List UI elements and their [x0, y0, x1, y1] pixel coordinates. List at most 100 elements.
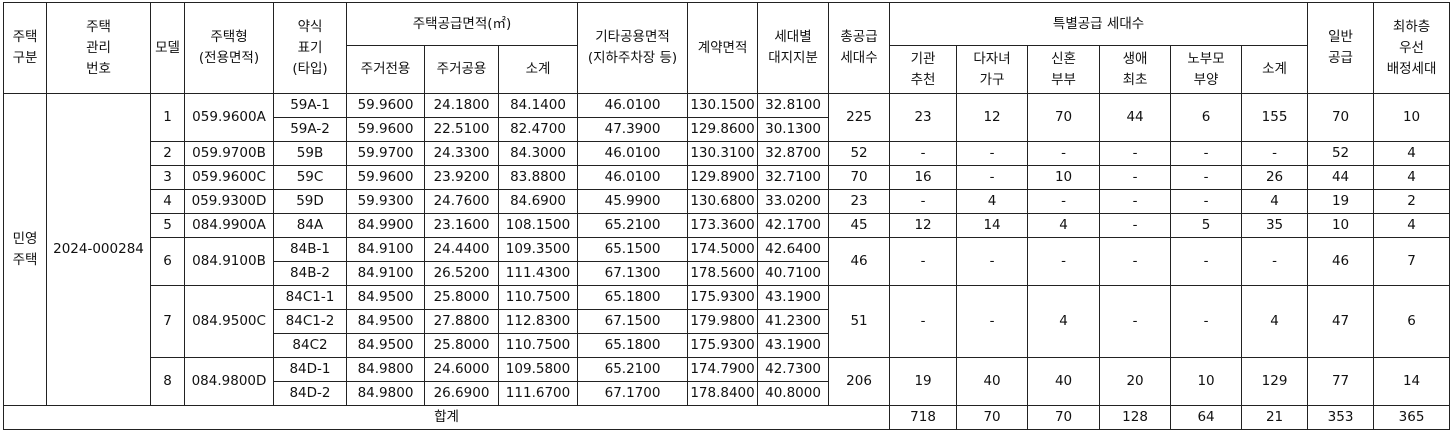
multichild-count-cell: -: [956, 285, 1029, 358]
other-common-area-cell: 47.3900: [577, 117, 689, 142]
first-time-count-cell: -: [1099, 237, 1172, 286]
totals-row: 합계7187070128642135336551: [2, 405, 1451, 430]
general-supply-cell: 77: [1307, 357, 1375, 406]
model-cell: 4: [150, 189, 185, 214]
common-area-cell: 24.3300: [424, 141, 499, 166]
exclusive-area-cell: 84.9500: [346, 333, 425, 358]
newlywed-count-cell: -: [1027, 141, 1101, 166]
abbr-cell: 84D-2: [273, 381, 347, 406]
special-subtotal-cell: -: [1241, 141, 1309, 166]
area-subtotal-cell: 112.8300: [497, 309, 579, 334]
total-total-units-cell: 718: [889, 405, 958, 430]
contract-area-cell: 178.5600: [687, 261, 759, 286]
first-time-count-cell: -: [1099, 141, 1172, 166]
exclusive-area-cell: 84.9500: [346, 285, 425, 310]
header-supply-area: 주택공급면적(㎡): [345, 2, 579, 46]
common-area-cell: 22.5100: [424, 117, 499, 142]
total-newlywed-count-cell: 128: [1099, 405, 1172, 430]
general-supply-cell: 19: [1307, 189, 1375, 214]
multichild-count-cell: 12: [956, 93, 1029, 142]
table-row: 민영 주택 2024-000284 1 059.9600A 59A-1 59.9600 24.…: [3, 93, 1451, 406]
other-common-area-cell: 46.0100: [577, 165, 689, 190]
special-subtotal-cell: 155: [1241, 93, 1309, 142]
lowest-floor-cell: 4: [1373, 141, 1451, 166]
land-share-cell: 32.8100: [757, 93, 830, 118]
common-area-cell: 24.1800: [424, 93, 499, 118]
first-time-count-cell: -: [1099, 189, 1172, 214]
housing-supply-table: 주택 구분 주택 관리 번호 모델 주택형 (전용면적) 약식 표기 (타입) 주택공급면적…: [2, 2, 1451, 430]
total-multichild-count-cell: 70: [1027, 405, 1101, 430]
lowest-floor-cell: 7: [1373, 237, 1451, 286]
table-row: 3 059.9600C 59C 59.9600 23.9200 83.8800 46.010…: [4, 165, 1451, 190]
other-common-area-cell: 46.0100: [577, 93, 689, 118]
institution-count-cell: 23: [889, 93, 958, 142]
total-units-cell: 51: [828, 285, 891, 358]
header-mgmt-no: 주택 관리 번호: [46, 2, 151, 94]
general-supply-cell: 10: [1307, 213, 1375, 238]
elderly-count-cell: -: [1170, 165, 1243, 190]
total-elderly-count-cell: 21: [1241, 405, 1309, 430]
total-special-subtotal-cell: 353: [1307, 405, 1375, 430]
model-cell: 5: [150, 213, 185, 238]
first-time-count-cell: -: [1099, 285, 1172, 358]
lowest-floor-cell: 2: [1373, 189, 1451, 214]
abbr-cell: 84B-2: [273, 261, 347, 286]
elderly-count-cell: -: [1170, 141, 1243, 166]
other-common-area-cell: 67.1300: [577, 261, 689, 286]
abbr-cell: 84B-1: [273, 237, 347, 262]
header-general-supply: 일반 공급: [1307, 2, 1375, 94]
abbr-cell: 59A-2: [273, 117, 347, 142]
header-area-subtotal: 소계: [497, 45, 579, 94]
table-row: 5 084.9900A 84A 84.9900 23.1600 108.1500 65.21…: [4, 213, 1451, 238]
institution-count-cell: -: [889, 189, 958, 214]
elderly-count-cell: 5: [1170, 213, 1243, 238]
general-supply-cell: 44: [1307, 165, 1375, 190]
house-type-cell: 059.9700B: [184, 141, 274, 166]
contract-area-cell: 175.9300: [687, 285, 759, 310]
total-units-cell: 46: [828, 237, 891, 286]
area-subtotal-cell: 83.8800: [497, 165, 579, 190]
newlywed-count-cell: -: [1027, 189, 1101, 214]
multichild-count-cell: 4: [956, 189, 1029, 214]
multichild-count-cell: -: [956, 141, 1029, 166]
model-cell: 7: [150, 285, 185, 358]
land-share-cell: 40.7100: [757, 261, 830, 286]
newlywed-count-cell: -: [1027, 237, 1101, 286]
house-type-cell: 059.9600C: [184, 165, 274, 190]
exclusive-area-cell: 84.9100: [346, 237, 425, 262]
general-supply-cell: 52: [1307, 141, 1375, 166]
model-cell: 2: [150, 141, 185, 166]
area-subtotal-cell: 110.7500: [497, 285, 579, 310]
elderly-count-cell: -: [1170, 285, 1243, 358]
area-subtotal-cell: 111.6700: [497, 381, 579, 406]
other-common-area-cell: 45.9900: [577, 189, 689, 214]
first-time-count-cell: 44: [1099, 93, 1172, 142]
header-common: 주거공용: [424, 45, 499, 94]
institution-count-cell: -: [889, 285, 958, 358]
institution-count-cell: 12: [889, 213, 958, 238]
land-share-cell: 42.1700: [757, 213, 830, 238]
header-total-units: 총공급 세대수: [828, 2, 891, 94]
common-area-cell: 25.8000: [424, 285, 499, 310]
newlywed-count-cell: 10: [1027, 165, 1101, 190]
house-type-cell: 059.9300D: [184, 189, 274, 214]
exclusive-area-cell: 59.9600: [346, 165, 425, 190]
header-institution: 기관 추천: [889, 45, 958, 94]
contract-area-cell: 175.9300: [687, 333, 759, 358]
abbr-cell: 59A-1: [273, 93, 347, 118]
first-time-count-cell: -: [1099, 213, 1172, 238]
total-units-cell: 23: [828, 189, 891, 214]
common-area-cell: 23.9200: [424, 165, 499, 190]
header-elderly: 노부모 부양: [1170, 45, 1243, 94]
first-time-count-cell: 20: [1099, 357, 1172, 406]
house-type-cell: 084.9100B: [184, 237, 274, 286]
special-subtotal-cell: 129: [1241, 357, 1309, 406]
contract-area-cell: 174.7900: [687, 357, 759, 382]
total-units-cell: 206: [828, 357, 891, 406]
elderly-count-cell: -: [1170, 237, 1243, 286]
lowest-floor-cell: 6: [1373, 285, 1451, 358]
house-type-cell: 084.9500C: [184, 285, 274, 358]
special-subtotal-cell: 26: [1241, 165, 1309, 190]
special-subtotal-cell: 4: [1241, 189, 1309, 214]
exclusive-area-cell: 59.9600: [346, 117, 425, 142]
